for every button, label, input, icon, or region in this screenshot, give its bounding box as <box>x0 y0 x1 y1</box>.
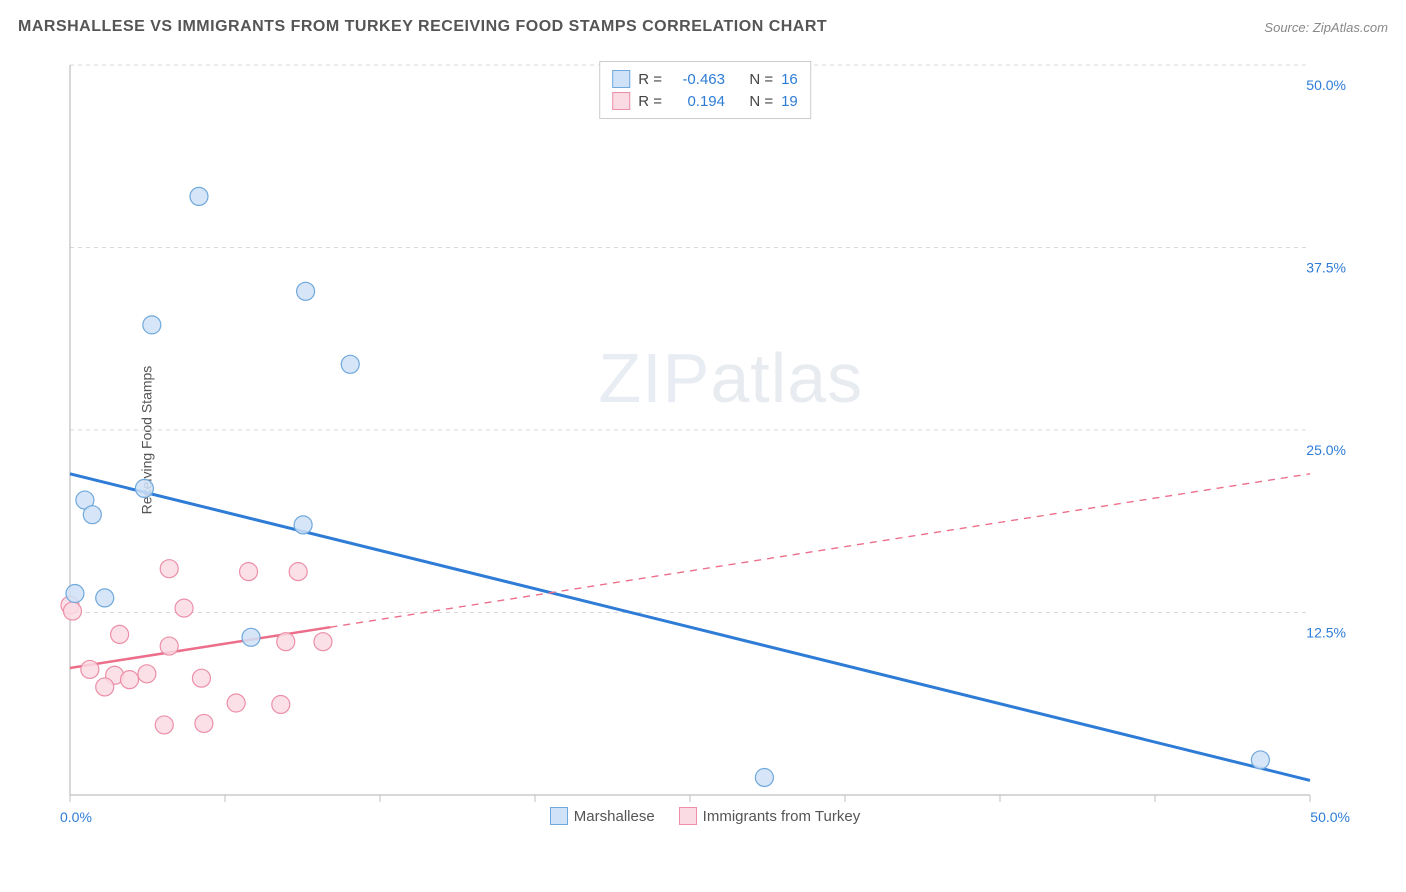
svg-text:25.0%: 25.0% <box>1306 442 1346 458</box>
x-axis-min-label: 0.0% <box>60 809 92 825</box>
chart-svg: 12.5% 25.0% 37.5% 50.0% <box>60 55 1350 825</box>
chart-area: Receiving Food Stamps ZIPatlas 12.5%25.0… <box>60 55 1350 825</box>
r-value-0: -0.463 <box>670 71 725 88</box>
legend-item-0: Marshallese <box>550 807 655 825</box>
source-label: Source: ZipAtlas.com <box>1264 20 1388 35</box>
svg-text:50.0%: 50.0% <box>1306 77 1346 93</box>
swatch-turkey <box>612 92 630 110</box>
swatch-marshallese <box>612 70 630 88</box>
stats-row-series-0: R = -0.463 N = 16 <box>612 68 798 90</box>
legend-swatch-marshallese <box>550 807 568 825</box>
header: MARSHALLESE VS IMMIGRANTS FROM TURKEY RE… <box>18 18 1388 36</box>
svg-text:37.5%: 37.5% <box>1306 260 1346 276</box>
source-name: ZipAtlas.com <box>1313 20 1388 35</box>
x-axis-max-label: 50.0% <box>1310 809 1350 825</box>
stats-row-series-1: R = 0.194 N = 19 <box>612 90 798 112</box>
legend-item-1: Immigrants from Turkey <box>679 807 861 825</box>
legend-label-1: Immigrants from Turkey <box>703 808 861 825</box>
bottom-legend: 0.0% Marshallese Immigrants from Turkey … <box>60 807 1350 825</box>
legend-label-0: Marshallese <box>574 808 655 825</box>
chart-title: MARSHALLESE VS IMMIGRANTS FROM TURKEY RE… <box>18 18 827 36</box>
n-value-1: 19 <box>781 93 798 110</box>
stats-legend-box: R = -0.463 N = 16 R = 0.194 N = 19 <box>599 61 811 119</box>
r-value-1: 0.194 <box>670 93 725 110</box>
legend-swatch-turkey <box>679 807 697 825</box>
n-value-0: 16 <box>781 71 798 88</box>
svg-text:12.5%: 12.5% <box>1306 625 1346 641</box>
